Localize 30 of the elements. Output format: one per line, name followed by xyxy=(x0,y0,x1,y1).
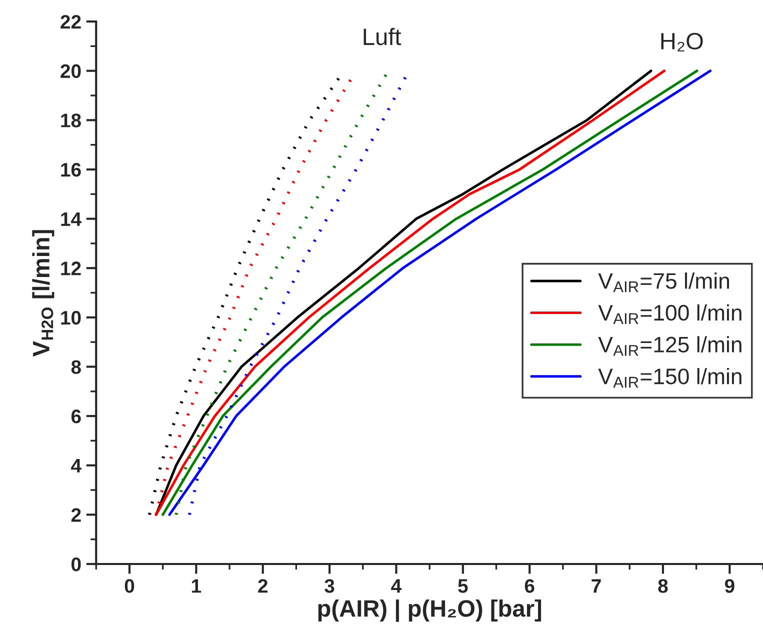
x-tick-label: 4 xyxy=(391,579,402,593)
y-tick-label: 2 xyxy=(71,508,81,522)
x-tick-label: 1 xyxy=(192,579,202,593)
y-tick-label: 20 xyxy=(60,64,81,78)
legend-label: V$_{AIR}$=125 l/min xyxy=(598,336,742,356)
legend-label: V$_{AIR}$=100 l/min xyxy=(598,304,742,324)
legend-label: V$_{AIR}$=150 l/min xyxy=(598,368,742,388)
y-tick-label: 8 xyxy=(71,360,81,374)
x-tick-label: 6 xyxy=(524,579,534,593)
x-tick-label: 7 xyxy=(592,579,601,593)
legend-label: V$_{AIR}$=75 l/min xyxy=(598,272,729,292)
annotation: H₂O xyxy=(661,32,703,52)
y-tick-label: 14 xyxy=(61,212,82,226)
y-tick-label: 18 xyxy=(61,114,81,128)
y-tick-label: 16 xyxy=(61,162,81,177)
x-tick-label: 3 xyxy=(324,579,334,593)
y-tick-label: 0 xyxy=(72,557,81,572)
y-tick-label: 22 xyxy=(60,14,81,29)
x-tick-label: 8 xyxy=(658,579,668,593)
y-tick-label: 4 xyxy=(71,459,82,472)
x-tick-label: 0 xyxy=(124,579,134,593)
x-axis-title: p(AIR) | p(H₂O) [bar] xyxy=(318,599,542,622)
y-tick-label: 12 xyxy=(61,262,81,276)
y-tick-label: 10 xyxy=(61,310,81,325)
annotation: Luft xyxy=(364,28,402,46)
x-tick-label: 2 xyxy=(258,579,268,593)
x-tick-label: 9 xyxy=(724,579,734,593)
x-tick-label: 5 xyxy=(458,579,468,593)
y-axis-title: V$_{H2O}$ [l/min] xyxy=(32,230,54,357)
y-tick-label: 6 xyxy=(71,410,81,424)
